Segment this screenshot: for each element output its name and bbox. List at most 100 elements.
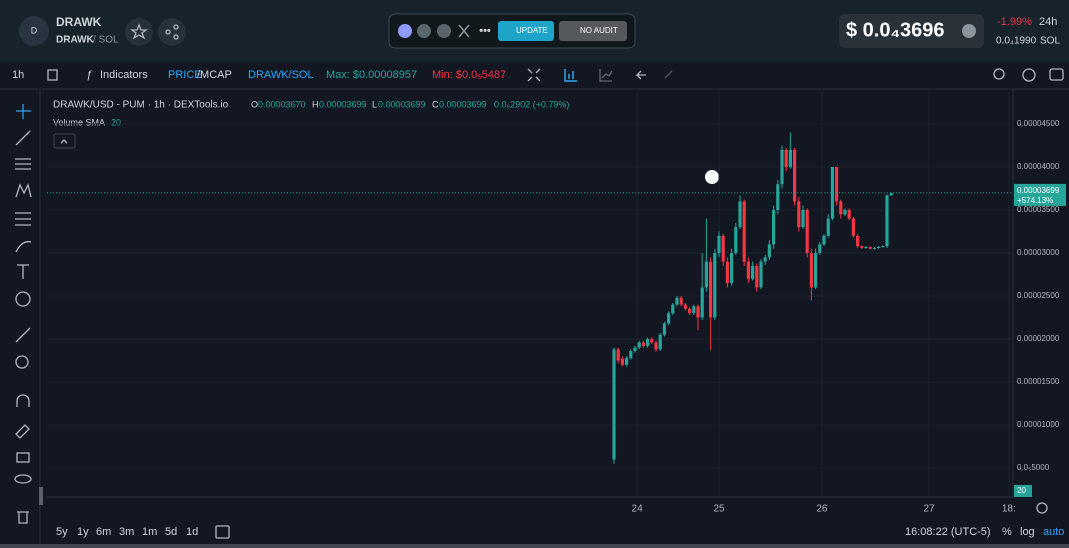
- drawing-tools: [14, 104, 32, 524]
- candle-body: [809, 253, 813, 288]
- candle-body: [671, 304, 675, 314]
- calendar-icon[interactable]: [215, 525, 230, 539]
- line-icon[interactable]: [599, 69, 613, 82]
- candle-body: [688, 308, 692, 314]
- candle-body: [856, 235, 860, 247]
- collapse-button[interactable]: [53, 133, 76, 149]
- delete-tool[interactable]: [17, 511, 29, 524]
- no-audit-button[interactable]: [559, 21, 627, 41]
- y-tick-label: 0.00002500: [1017, 291, 1060, 300]
- update-button[interactable]: [498, 21, 554, 41]
- auto-toggle[interactable]: auto: [1043, 526, 1064, 538]
- range-button[interactable]: 3m: [119, 526, 134, 538]
- event-marker[interactable]: [705, 170, 719, 184]
- price-tag: [1014, 183, 1066, 206]
- price-toggle[interactable]: PRICE: [168, 69, 202, 81]
- candle-type-icon[interactable]: [47, 69, 58, 81]
- projection-tool[interactable]: [15, 212, 31, 226]
- avatar[interactable]: [19, 16, 49, 46]
- fullscreen-icon[interactable]: [527, 68, 541, 82]
- trendline-tool[interactable]: [15, 130, 31, 146]
- candle-body: [860, 246, 864, 248]
- solana-icon[interactable]: [398, 24, 412, 38]
- volume-tag: [1014, 485, 1032, 497]
- range-button[interactable]: 1m: [142, 526, 157, 538]
- search-icon[interactable]: [993, 68, 1005, 80]
- candle-body: [872, 247, 876, 249]
- candle-body: [784, 149, 788, 167]
- candle-body: [730, 253, 734, 284]
- price-change: -1.99%: [997, 16, 1032, 28]
- sol-price: 0.0₄1990: [996, 36, 1037, 47]
- candle-body: [646, 339, 650, 346]
- candle-body: [780, 149, 784, 185]
- range-button[interactable]: 5d: [165, 526, 177, 538]
- log-toggle[interactable]: log: [1020, 526, 1035, 538]
- lock-draw-tool[interactable]: [15, 424, 30, 439]
- ohlc-change: 0.0₆2902 (+0.79%): [494, 99, 569, 109]
- bars-icon[interactable]: [564, 69, 577, 82]
- ruler-tool[interactable]: [15, 327, 31, 343]
- undo-icon[interactable]: [635, 70, 646, 80]
- candle-body: [835, 166, 839, 202]
- candle-body: [616, 349, 620, 361]
- price: $ 0.0₄3696: [846, 19, 945, 41]
- candle-body: [889, 192, 893, 196]
- y-tick-label: 0.00001500: [1017, 377, 1060, 386]
- candle-body: [767, 244, 771, 258]
- collapse-icon: [60, 139, 68, 144]
- max-price: Max: $0.00008957: [326, 69, 417, 81]
- web-icon[interactable]: [417, 24, 431, 38]
- candle-body: [763, 257, 767, 262]
- candle-body: [843, 209, 847, 215]
- scroll-handle: [39, 487, 43, 505]
- fib-tool[interactable]: [15, 158, 31, 170]
- candle-body: [797, 201, 801, 228]
- settings-icon[interactable]: [1022, 68, 1036, 82]
- range-button[interactable]: 1y: [77, 526, 89, 538]
- share-button[interactable]: [158, 18, 186, 46]
- volume-tag-value: 20: [1017, 486, 1026, 495]
- pair-toggle[interactable]: DRAWK/SOL: [248, 69, 314, 81]
- indicators[interactable]: Indicators: [100, 69, 148, 81]
- volume-value: 20: [111, 117, 121, 127]
- mcap-toggle[interactable]: /MCAP: [197, 69, 232, 81]
- candle-body: [755, 265, 759, 288]
- info-icon[interactable]: [962, 24, 976, 38]
- axis-settings[interactable]: [1036, 502, 1048, 514]
- update-label: UPDATE: [516, 26, 548, 35]
- candle-body: [717, 235, 721, 254]
- min-price: Min: $0.0₅5487: [432, 69, 506, 81]
- x-tick-label: 26: [816, 504, 828, 515]
- ohlc-value: 0.00003699: [319, 99, 367, 109]
- candle-body: [751, 265, 755, 279]
- telegram-icon[interactable]: [437, 24, 451, 38]
- text-tool[interactable]: [17, 264, 29, 279]
- x-icon[interactable]: [458, 24, 470, 38]
- ohlc-label: L: [372, 99, 377, 109]
- share-icon: [173, 34, 179, 40]
- lock-tool[interactable]: [16, 452, 30, 463]
- candle-body: [793, 149, 797, 202]
- camera-icon[interactable]: [1049, 68, 1064, 81]
- favorite-button[interactable]: [125, 18, 153, 46]
- candle-body: [675, 297, 679, 305]
- visibility-tool[interactable]: [14, 474, 32, 484]
- candle-body: [839, 201, 843, 215]
- range-button[interactable]: 6m: [96, 526, 111, 538]
- crosshair-tool[interactable]: [16, 104, 31, 119]
- brush-tool[interactable]: [15, 241, 32, 253]
- emoji-tool[interactable]: [15, 291, 31, 307]
- zoom-tool[interactable]: [15, 355, 29, 369]
- range-button[interactable]: 5y: [56, 526, 68, 538]
- redo-icon[interactable]: [664, 70, 673, 79]
- pattern-tool[interactable]: [15, 183, 32, 198]
- x-tick-label: 18:: [1002, 504, 1016, 515]
- range-button[interactable]: 1d: [186, 526, 198, 538]
- more-icon[interactable]: •••: [479, 25, 491, 37]
- interval[interactable]: 1h: [12, 69, 24, 81]
- candle-body: [868, 246, 872, 249]
- magnet-tool[interactable]: [16, 394, 30, 407]
- percent-toggle[interactable]: %: [1002, 526, 1012, 538]
